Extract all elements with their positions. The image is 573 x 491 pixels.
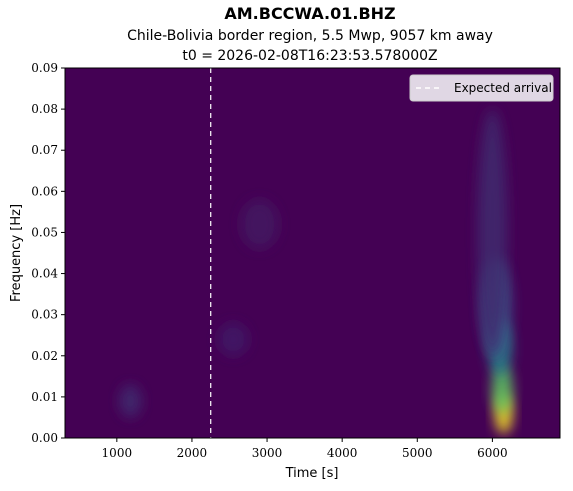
legend-box [409, 74, 554, 102]
y-tick-label: 0.00 [31, 431, 58, 445]
plot-area [64, 67, 561, 439]
energy-blob [240, 199, 279, 249]
y-tick-label: 0.03 [31, 308, 58, 322]
y-tick-label: 0.05 [31, 225, 58, 239]
energy-blob [477, 109, 508, 356]
y-axis-label: Frequency [Hz] [9, 204, 24, 302]
legend-arrival-label: Expected arrival [454, 81, 552, 95]
y-tick-label: 0.01 [31, 390, 58, 404]
x-tick-label: 4000 [327, 446, 358, 460]
x-tick-label: 5000 [402, 446, 433, 460]
y-tick-label: 0.09 [31, 61, 58, 75]
chart-subtitle-line-2: t0 = 2026-02-08T16:23:53.578000Z [182, 48, 437, 64]
x-axis-label: Time [s] [285, 466, 339, 481]
y-tick-label: 0.08 [31, 102, 58, 116]
spectrogram-background [65, 68, 560, 438]
y-tick-label: 0.02 [31, 349, 58, 363]
x-tick-label: 1000 [102, 446, 133, 460]
energy-blob [119, 384, 142, 418]
x-tick-label: 6000 [477, 446, 508, 460]
y-axis-ticks: 0.00 0.01 0.02 0.03 0.04 0.05 0.06 0.07 0.08 0.09 [31, 61, 65, 445]
y-tick-label: 0.06 [31, 184, 58, 198]
energy-blob [218, 322, 249, 356]
plot-frame [64, 67, 561, 439]
chart-subtitle-line-1: Chile-Bolivia border region, 5.5 Mwp, 90… [127, 28, 493, 44]
energy-blob [491, 364, 513, 414]
y-tick-label: 0.04 [31, 267, 58, 281]
legend: Expected arrival [409, 74, 554, 102]
x-tick-label: 2000 [177, 446, 208, 460]
chart-title: AM.BCCWA.01.BHZ [224, 4, 395, 23]
y-tick-label: 0.07 [31, 143, 58, 157]
spectrogram-energy [119, 109, 513, 434]
x-tick-label: 3000 [252, 446, 283, 460]
x-axis-ticks: 1000 2000 3000 4000 5000 6000 [102, 438, 508, 460]
